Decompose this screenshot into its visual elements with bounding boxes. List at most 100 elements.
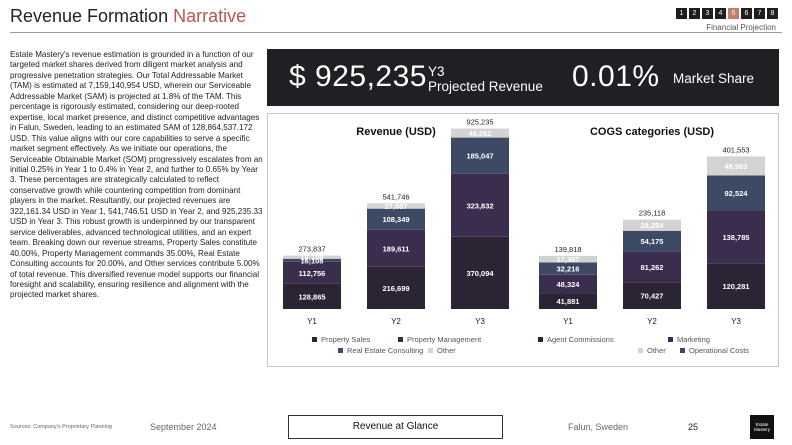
kpi-revenue-value: $ 925,235	[289, 60, 427, 93]
bar-segment-1-1-3	[623, 219, 681, 231]
bar-segment-1-0-1	[539, 274, 597, 294]
bar-label-0-1-1: 189,611	[383, 244, 410, 253]
bar-segment-1-1-0	[623, 282, 681, 309]
legend-label-1-1: Marketing	[677, 335, 710, 344]
legend-swatch-1-0	[538, 337, 543, 342]
bar-segment-0-0-1	[283, 261, 341, 284]
bar-label-1-0-3: 17,397	[557, 255, 580, 264]
bar-segment-0-1-2	[367, 208, 425, 230]
page-title-main: Revenue Formation	[10, 6, 174, 26]
kpi-revenue-label: Projected Revenue	[428, 79, 543, 94]
kpi-revenue-year: Y3	[428, 64, 445, 79]
x-tick-1-0: Y1	[563, 317, 573, 326]
bar-total-1-1: 235,118	[639, 209, 666, 218]
bar-segment-0-1-1	[367, 229, 425, 267]
legend-swatch-1-3	[638, 348, 643, 353]
bar-label-1-2-1: 138,785	[722, 233, 749, 242]
bar-segment-1-0-3	[539, 255, 597, 263]
page-tab-8[interactable]: 8	[767, 8, 778, 19]
x-tick-0-1: Y2	[391, 317, 401, 326]
bar-segment-1-2-2	[707, 175, 765, 211]
bar-segment-0-2-0	[451, 236, 509, 309]
page-tab-2[interactable]: 2	[689, 8, 700, 19]
bar-total-0-2: 925,235	[466, 118, 493, 127]
legend-label-0-3: Other	[437, 346, 456, 355]
charts-svg: Revenue (USD)128,865112,75616,10816,1082…	[283, 118, 765, 355]
page-title-accent: Narrative	[173, 6, 247, 26]
bar-label-1-2-2: 92,524	[725, 189, 749, 198]
x-tick-0-0: Y1	[307, 317, 317, 326]
bar-segment-1-1-2	[623, 230, 681, 252]
narrative-paragraph: Estate Mastery's revenue estimation is g…	[10, 50, 263, 300]
legend-swatch-0-1	[398, 337, 403, 342]
bar-label-0-0-0: 128,865	[298, 292, 325, 301]
legend-label-1-2: Operational Costs	[689, 346, 749, 355]
bar-segment-0-0-3	[283, 255, 341, 259]
bar-label-0-1-0: 216,699	[382, 284, 409, 293]
bar-label-0-0-1: 112,756	[299, 269, 326, 278]
bar-total-1-0: 139,818	[554, 245, 581, 254]
bar-label-0-2-3: 46,262	[469, 129, 492, 138]
bar-label-1-1-3: 29,254	[641, 221, 665, 230]
bar-segment-1-0-0	[539, 293, 597, 309]
chart-title-0: Revenue (USD)	[356, 126, 436, 138]
bar-label-1-2-0: 120,281	[722, 282, 749, 291]
kpi-share-label: Market Share	[673, 71, 755, 86]
bar-total-0-0: 273,837	[298, 245, 325, 254]
legend-label-0-1: Property Management	[407, 335, 482, 344]
legend-swatch-0-2	[338, 348, 343, 353]
bar-label-0-1-2: 108,349	[382, 215, 409, 224]
revenue-at-glance-button[interactable]: Revenue at Glance	[288, 415, 503, 439]
legend-swatch-1-2	[680, 348, 685, 353]
page-tab-1[interactable]: 1	[676, 8, 687, 19]
x-tick-0-2: Y3	[475, 317, 485, 326]
bar-total-0-1: 541,746	[382, 192, 409, 201]
page-tab-7[interactable]: 7	[754, 8, 765, 19]
bar-label-0-2-1: 323,832	[466, 201, 493, 210]
bar-label-1-1-0: 70,427	[641, 292, 664, 301]
kpi-band: $ 925,235 Y3 Projected Revenue 0.01% Mar…	[267, 49, 779, 106]
section-label: Financial Projection	[706, 23, 776, 32]
bar-label-0-1-3: 27,087	[385, 202, 408, 211]
page-tab-6[interactable]: 6	[741, 8, 752, 19]
legend-swatch-0-3	[428, 348, 433, 353]
page-tab-3[interactable]: 3	[702, 8, 713, 19]
chart-panel: Revenue (USD) 128,865 112,756 16,108 16,108 2…	[267, 113, 779, 367]
footer-date: September 2024	[150, 422, 217, 432]
legend-swatch-0-0	[312, 337, 317, 342]
page-title: Revenue Formation Narrative	[10, 6, 246, 27]
bar-segment-0-1-0	[367, 266, 425, 309]
legend-swatch-1-1	[668, 337, 673, 342]
bar-segment-0-2-2	[451, 137, 509, 174]
bar-segment-1-2-1	[707, 210, 765, 264]
bar-label-1-0-2: 32,216	[557, 265, 580, 274]
bar-label-0-2-0: 370,094	[466, 269, 494, 278]
bar-label-1-2-3: 49,963	[725, 162, 748, 171]
page-tab-4[interactable]: 4	[715, 8, 726, 19]
bar-segment-0-1-3	[367, 203, 425, 209]
bar-label-1-0-1: 48,324	[557, 280, 581, 289]
x-tick-1-2: Y3	[731, 317, 741, 326]
page-tab-5[interactable]: 5	[728, 8, 739, 19]
company-logo: Estate Mastery	[750, 415, 774, 439]
bar-segment-0-2-1	[451, 173, 509, 237]
bar-label-0-0-3: 16,108	[301, 253, 324, 262]
footer-page-number: 25	[688, 422, 699, 432]
bar-label-1-1-1: 81,262	[641, 263, 664, 272]
bar-segment-0-0-0	[283, 283, 341, 309]
bar-segment-1-2-3	[707, 156, 765, 176]
legend-label-0-0: Property Sales	[321, 335, 370, 344]
bar-segment-1-0-2	[539, 262, 597, 275]
chart-title-1: COGS categories (USD)	[590, 126, 714, 138]
bar-segment-0-0-2	[283, 258, 341, 262]
legend-label-0-2: Real Estate Consulting	[347, 346, 423, 355]
legend-label-1-3: Other	[647, 346, 666, 355]
title-divider	[10, 32, 782, 33]
footer-source: Sources: Company's Proprietary Planning	[10, 424, 112, 430]
footer-location: Falun, Sweden	[568, 422, 629, 432]
x-tick-1-1: Y2	[647, 317, 657, 326]
bar-segment-1-2-0	[707, 263, 765, 309]
bar-label-1-1-2: 54,175	[641, 237, 664, 246]
legend-label-1-0: Agent Commissions	[547, 335, 614, 344]
